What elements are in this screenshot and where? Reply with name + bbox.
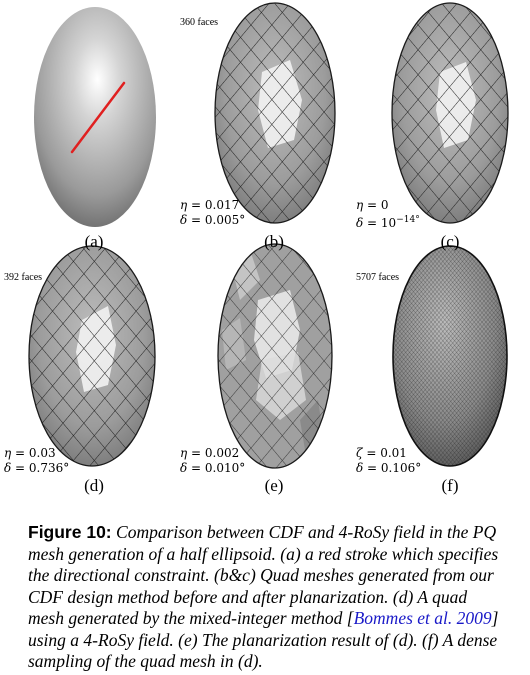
equals: = (187, 198, 205, 212)
panel-b-delta: 0.005° (205, 213, 245, 227)
panel-d-stats: η = 0.03 δ = 0.736° (4, 446, 69, 476)
panel-c-mesh (380, 0, 530, 230)
panel-d-label: (d) (64, 476, 124, 496)
equals: = (187, 213, 205, 227)
panel-c-label: (c) (420, 232, 480, 252)
panel-a-ellipsoid (34, 7, 156, 227)
panel-f-label: (f) (420, 476, 480, 496)
figure-10: 360 faces 392 faces 5707 faces η = 0.017… (0, 0, 530, 500)
panel-d-delta: 0.736° (29, 461, 69, 475)
panel-a-label: (a) (64, 232, 124, 252)
panel-f-delta: 0.106° (381, 461, 421, 475)
equals: = (187, 446, 205, 460)
panel-f-stats: ζ = 0.01 δ = 0.106° (356, 446, 421, 476)
panel-e-stats: η = 0.002 δ = 0.010° (180, 446, 245, 476)
equals: = (363, 461, 381, 475)
panel-e-label: (e) (244, 476, 304, 496)
equals: = (363, 216, 381, 230)
panel-c-delta-exponent: −14° (396, 215, 420, 225)
panel-b-stats: η = 0.017 δ = 0.005° (180, 198, 245, 228)
equals: = (363, 198, 381, 212)
equals: = (11, 461, 29, 475)
equals: = (187, 461, 205, 475)
panel-f-mesh (393, 246, 507, 466)
caption-lead: Figure 10: (28, 522, 112, 542)
panel-c-eta: 0 (381, 198, 389, 212)
panel-d-mesh (20, 240, 170, 480)
panel-f-faces: 5707 faces (356, 272, 399, 283)
panel-d-eta: 0.03 (29, 446, 56, 460)
panel-e-mesh (200, 240, 350, 480)
panel-e-delta: 0.010° (205, 461, 245, 475)
panel-b-label: (b) (244, 232, 304, 252)
panel-f-zeta: 0.01 (380, 446, 407, 460)
panel-d-faces: 392 faces (4, 272, 42, 283)
panel-b-faces: 360 faces (180, 17, 218, 28)
panel-c-stats: η = 0 δ = 10−14° (356, 198, 420, 231)
equals: = (11, 446, 29, 460)
panel-b-mesh (200, 0, 360, 230)
equals: = (363, 446, 381, 460)
panel-c-delta: 10 (381, 216, 396, 230)
caption-citation-link[interactable]: Bommes et al. 2009 (354, 608, 492, 628)
panel-b-eta: 0.017 (205, 198, 239, 212)
panel-e-eta: 0.002 (205, 446, 239, 460)
figure-caption: Figure 10: Comparison between CDF and 4-… (28, 522, 504, 673)
